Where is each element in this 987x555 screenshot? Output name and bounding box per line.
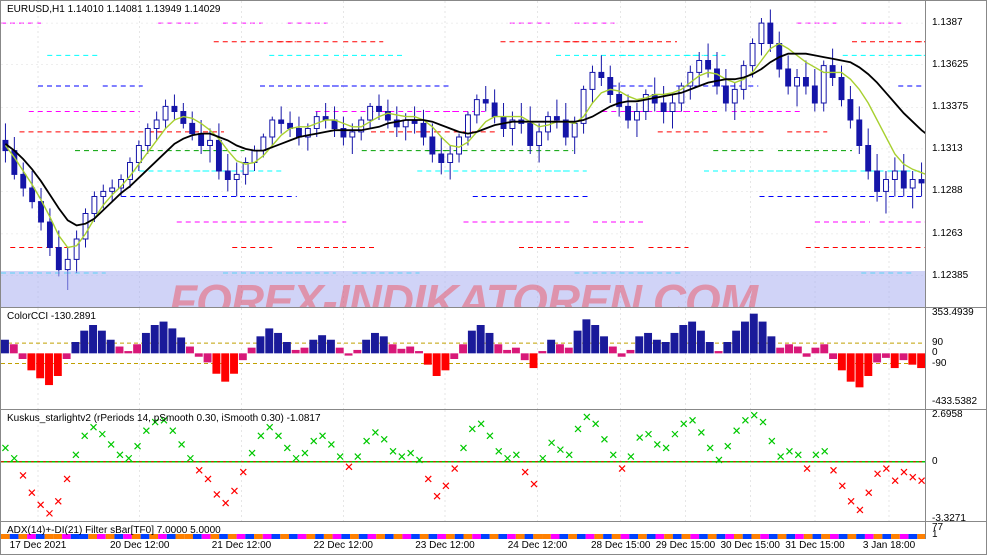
cci-title: ColorCCI -130.2891	[7, 311, 96, 322]
cci-panel[interactable]: ColorCCI -130.2891 353.4939900-90-433.53…	[1, 307, 987, 409]
kuskus-plot[interactable]: Kuskus_starlightv2 (rPeriods 14, pSmooth…	[1, 410, 926, 521]
cci-yaxis: 353.4939900-90-433.5382	[928, 308, 987, 409]
cci-svg	[1, 308, 926, 409]
adx-plot[interactable]: ADX(14)+-DI(21) Filter sBar[TF0] 7.0000 …	[1, 522, 926, 539]
time-axis: 17 Dec 202120 Dec 12:0021 Dec 12:0022 De…	[1, 538, 926, 554]
kuskus-panel[interactable]: Kuskus_starlightv2 (rPeriods 14, pSmooth…	[1, 409, 987, 521]
cci-plot[interactable]: ColorCCI -130.2891	[1, 308, 926, 409]
price-title: EURUSD,H1 1.14010 1.14081 1.13949 1.1402…	[7, 4, 221, 15]
adx-panel[interactable]: ADX(14)+-DI(21) Filter sBar[TF0] 7.0000 …	[1, 521, 987, 539]
kuskus-yaxis: 2.69580-3.3271	[928, 410, 987, 521]
price-svg	[1, 1, 926, 307]
kuskus-title: Kuskus_starlightv2 (rPeriods 14, pSmooth…	[7, 413, 321, 424]
adx-title: ADX(14)+-DI(21) Filter sBar[TF0] 7.0000 …	[7, 525, 221, 536]
price-panel[interactable]: EURUSD,H1 1.14010 1.14081 1.13949 1.1402…	[1, 1, 987, 307]
adx-yaxis: 771	[928, 522, 987, 539]
watermark-band	[1, 271, 925, 307]
chart-container: EURUSD,H1 1.14010 1.14081 1.13949 1.1402…	[0, 0, 987, 555]
price-plot[interactable]: EURUSD,H1 1.14010 1.14081 1.13949 1.1402…	[1, 1, 926, 307]
kuskus-svg	[1, 410, 926, 521]
price-yaxis: 1.13871.136251.133751.13131.12881.12631.…	[928, 1, 987, 307]
